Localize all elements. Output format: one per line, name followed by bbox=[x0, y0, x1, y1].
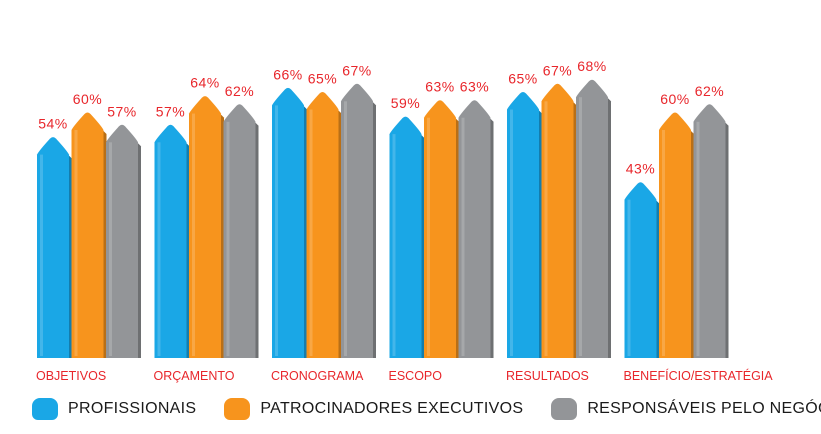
bar-highlight-0-1 bbox=[74, 130, 78, 356]
bar-group-4: 65% 67% 68% bbox=[507, 58, 611, 359]
bar-highlight-1-0 bbox=[157, 142, 161, 356]
value-label-1-0: 57% bbox=[156, 103, 186, 119]
value-label-0-2: 57% bbox=[107, 103, 137, 119]
bar-highlight-3-2 bbox=[461, 117, 465, 356]
bar-2-1 bbox=[306, 92, 339, 358]
bar-highlight-2-1 bbox=[309, 109, 313, 356]
bar-3-2 bbox=[458, 100, 491, 358]
category-label-4: RESULTADOS bbox=[506, 369, 589, 383]
value-label-0-0: 54% bbox=[38, 116, 68, 132]
value-label-3-0: 59% bbox=[391, 95, 421, 111]
bar-highlight-4-2 bbox=[579, 97, 582, 356]
bar-group-5: 43% 60% 62% bbox=[624, 83, 729, 358]
bar-1-2 bbox=[223, 104, 256, 358]
bar-highlight-5-0 bbox=[627, 199, 631, 356]
bar-group-0: 54% 60%57% bbox=[37, 91, 141, 358]
value-label-2-0: 66% bbox=[273, 66, 303, 82]
bar-4-1 bbox=[541, 83, 574, 359]
legend-swatch-responsaveis bbox=[551, 398, 578, 420]
category-label-3: ESCOPO bbox=[389, 369, 443, 383]
value-label-4-1: 67% bbox=[543, 62, 573, 78]
bar-highlight-3-1 bbox=[427, 117, 430, 356]
value-label-2-1: 65% bbox=[308, 71, 338, 87]
value-label-3-1: 63% bbox=[425, 79, 455, 95]
bar-highlight-4-0 bbox=[510, 109, 513, 356]
bar-5-2 bbox=[693, 104, 726, 358]
category-label-5: BENEFÍCIO/ESTRATÉGIA bbox=[624, 368, 774, 383]
bar-0-1 bbox=[71, 112, 104, 358]
value-label-5-2: 62% bbox=[695, 83, 725, 99]
value-label-3-2: 63% bbox=[460, 79, 490, 95]
bar-4-2 bbox=[576, 79, 608, 358]
bar-5-0 bbox=[624, 182, 657, 358]
value-label-5-0: 43% bbox=[626, 161, 656, 177]
legend-label-patrocinadores: PATROCINADORES EXECUTIVOS bbox=[260, 400, 524, 417]
bar-group-3: 59%63% 63% bbox=[389, 79, 494, 358]
bar-highlight-2-2 bbox=[344, 101, 347, 356]
bar-2-0 bbox=[272, 87, 304, 359]
legend-label-profissionais: PROFISSIONAIS bbox=[68, 400, 197, 417]
bar-4-0 bbox=[507, 92, 539, 358]
legend-swatch-patrocinadores bbox=[224, 398, 251, 420]
legend-item-profissionais: PROFISSIONAIS bbox=[32, 398, 196, 420]
value-label-1-2: 62% bbox=[225, 83, 255, 99]
bar-0-0 bbox=[37, 137, 69, 358]
bar-highlight-1-2 bbox=[226, 121, 230, 356]
bar-highlight-0-2 bbox=[109, 142, 112, 356]
legend: PROFISSIONAIS PATROCINADORES EXECUTIVOS … bbox=[32, 394, 821, 424]
legend-label-responsaveis: RESPONSÁVEIS PELO NEGÓCIO bbox=[587, 400, 821, 417]
value-label-5-1: 60% bbox=[660, 91, 690, 107]
bar-highlight-3-0 bbox=[392, 134, 396, 356]
value-label-0-1: 60% bbox=[73, 91, 103, 107]
bar-group-1: 57%64% 62% bbox=[154, 75, 259, 358]
legend-swatch-profissionais bbox=[32, 398, 58, 420]
legend-item-patrocinadores: PATROCINADORES EXECUTIVOS bbox=[224, 398, 523, 420]
value-label-2-2: 67% bbox=[342, 62, 372, 78]
bar-1-1 bbox=[189, 96, 221, 358]
value-label-4-0: 65% bbox=[508, 71, 538, 87]
category-label-0: OBJETIVOS bbox=[36, 369, 106, 383]
category-label-1: ORÇAMENTO bbox=[154, 369, 235, 383]
bar-highlight-0-0 bbox=[40, 154, 43, 356]
category-label-2: CRONOGRAMA bbox=[271, 369, 364, 383]
bar-1-0 bbox=[154, 124, 187, 358]
bar-group-2: 66% 65%67% bbox=[272, 62, 376, 359]
bar-highlight-5-1 bbox=[662, 130, 665, 356]
value-label-1-1: 64% bbox=[190, 75, 220, 91]
bar-0-2 bbox=[106, 124, 138, 358]
bar-2-2 bbox=[341, 83, 373, 359]
bar-highlight-4-1 bbox=[544, 101, 548, 356]
bar-highlight-1-1 bbox=[192, 113, 195, 356]
legend-item-responsaveis: RESPONSÁVEIS PELO NEGÓCIO bbox=[551, 398, 821, 420]
bar-highlight-5-2 bbox=[696, 121, 700, 356]
bar-3-0 bbox=[389, 116, 422, 358]
bar-3-1 bbox=[424, 100, 456, 358]
bar-highlight-2-0 bbox=[275, 105, 278, 357]
bar-5-1 bbox=[659, 112, 691, 358]
value-label-4-2: 68% bbox=[577, 58, 607, 74]
